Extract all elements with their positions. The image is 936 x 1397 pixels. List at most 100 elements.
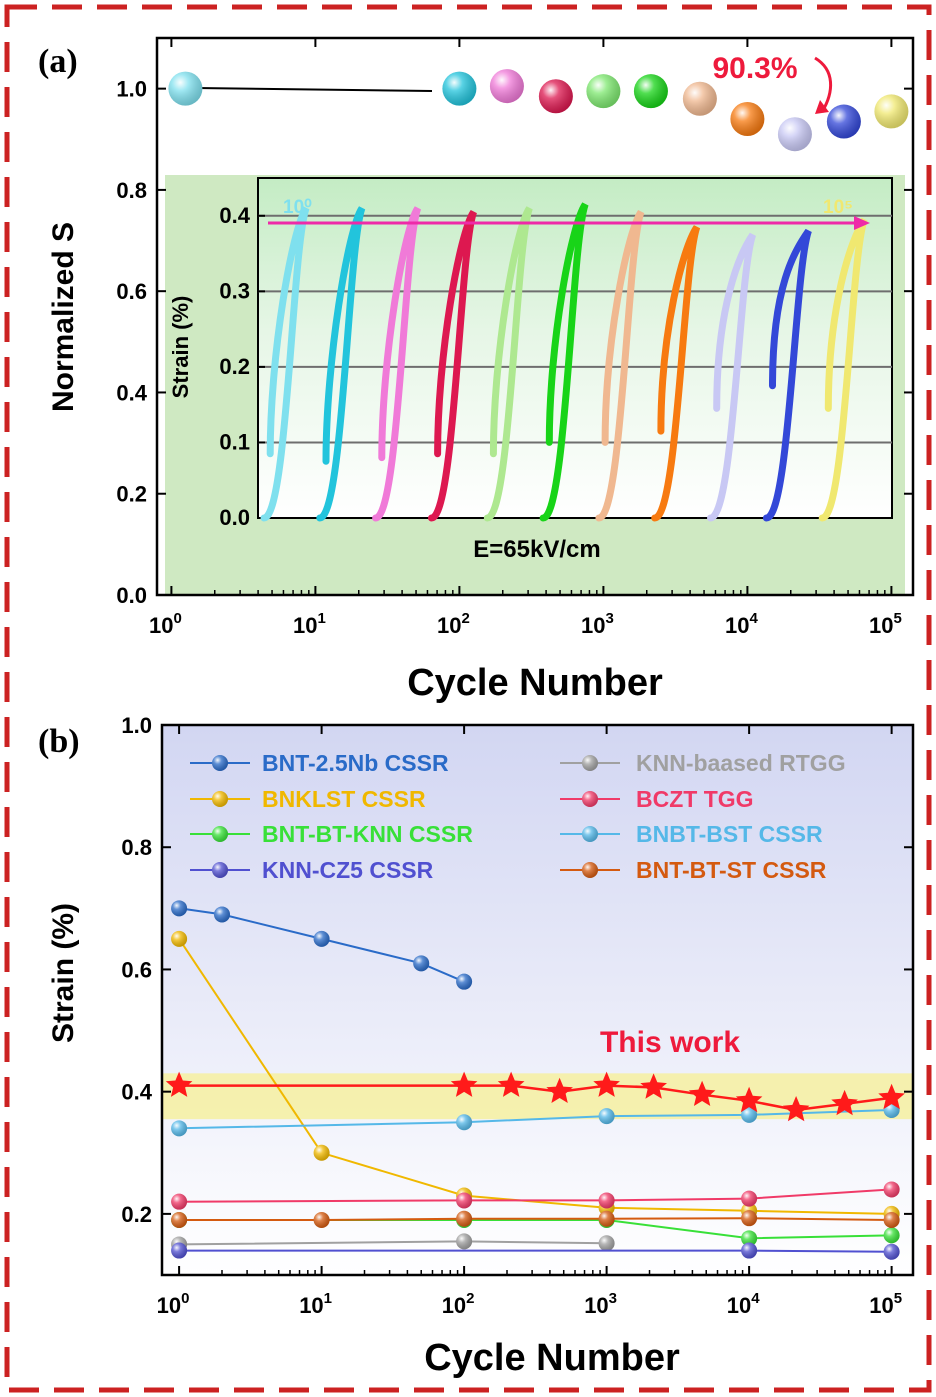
series-3-point-4 xyxy=(883,1181,900,1198)
panel-b-highlight-band xyxy=(162,1073,913,1120)
series-0-point-3-shine xyxy=(413,955,430,972)
series-1-point-2-shine xyxy=(598,1235,615,1252)
a-ytick-label-5: 1.0 xyxy=(116,77,147,102)
b-xtick-label-5: 105 xyxy=(869,1290,902,1318)
a-point-0 xyxy=(168,71,203,106)
b-xtick-label-0: 100 xyxy=(157,1290,190,1318)
series-4-point-3-shine xyxy=(741,1230,758,1247)
series-5-point-2-shine xyxy=(598,1108,615,1125)
panel-a-y-label: Normalized S xyxy=(47,222,80,412)
series-7-point-4 xyxy=(741,1210,758,1227)
a-point-7 xyxy=(730,102,765,137)
series-2-point-1 xyxy=(313,1144,330,1161)
legend-marker-5 xyxy=(582,826,598,842)
series-4-point-3 xyxy=(741,1230,758,1247)
series-6-point-0 xyxy=(171,1242,188,1259)
series-6-point-0-shine xyxy=(171,1242,188,1259)
inset-loop-9 xyxy=(762,228,812,522)
a-xtick-label-1: 101 xyxy=(293,610,326,638)
legend-marker-1-shine xyxy=(582,755,598,771)
series-3-point-0-shine xyxy=(171,1193,188,1210)
a-ytick-label-2: 0.4 xyxy=(116,380,147,405)
panel-b-plot-frame xyxy=(160,723,915,1277)
b-xtick-label-3: 103 xyxy=(584,1290,617,1318)
panel-a-points xyxy=(168,69,909,152)
series-7-point-0 xyxy=(171,1212,188,1228)
panel-a-x-label: Cycle Number xyxy=(407,662,663,704)
a-point-10-shine xyxy=(874,94,909,129)
a-point-6-shine xyxy=(682,81,717,116)
panel-b-background xyxy=(162,725,913,1275)
series-4-point-4-shine xyxy=(883,1227,900,1244)
inset-loop-0 xyxy=(260,206,310,522)
a-ytick-label-1: 0.2 xyxy=(116,482,147,507)
series-8-star-7 xyxy=(735,1086,763,1113)
a-point-2 xyxy=(489,69,524,104)
series-3-point-4-shine xyxy=(883,1181,900,1198)
series-0-point-0 xyxy=(171,900,188,917)
inset-ytick-label-4: 0.4 xyxy=(219,203,250,228)
a-point-3 xyxy=(538,79,573,114)
legend-marker-0-shine xyxy=(212,755,228,771)
series-5-point-1-shine xyxy=(456,1114,473,1131)
series-5-point-0-shine xyxy=(171,1120,188,1137)
panel-b-legend: BNT-2.5Nb CSSR KNN-baased RTGG BNKLST CSSR… xyxy=(190,750,846,883)
legend-marker-4-shine xyxy=(212,826,228,842)
a-point-5 xyxy=(633,74,668,109)
inset-loop-7 xyxy=(651,225,701,522)
series-2-point-1-shine xyxy=(313,1144,330,1161)
legend-marker-2-shine xyxy=(212,791,228,807)
series-3-point-2-shine xyxy=(598,1192,615,1209)
a-ytick-label-4: 0.8 xyxy=(116,178,147,203)
inset-loop-4 xyxy=(483,206,533,522)
legend-marker-6 xyxy=(212,862,228,878)
a-xtick-label-5: 105 xyxy=(869,610,902,638)
panel-b-y-axis: 0.2 0.4 0.6 0.8 1.0 xyxy=(121,713,913,1227)
series-3-point-0 xyxy=(171,1193,188,1210)
series-line-7 xyxy=(179,1217,892,1221)
series-5-point-2 xyxy=(598,1108,615,1125)
inset-loop-5 xyxy=(539,202,589,522)
series-4-point-4 xyxy=(883,1227,900,1244)
legend-marker-7-shine xyxy=(582,862,598,878)
legend-marker-3 xyxy=(582,791,598,807)
legend-label-6: KNN-CZ5 CSSR xyxy=(262,857,434,883)
series-6-point-2-shine xyxy=(883,1243,900,1260)
panel-b-series xyxy=(165,900,905,1260)
annotation-arrowhead xyxy=(815,100,829,114)
series-5-point-0 xyxy=(171,1120,188,1137)
series-0-point-4 xyxy=(456,973,473,990)
a-point-9 xyxy=(826,104,861,139)
series-3-point-2 xyxy=(598,1192,615,1209)
inset-arrow-end-label: 10⁵ xyxy=(823,197,853,218)
a-point-1-shine xyxy=(442,71,477,106)
series-7-point-1-shine xyxy=(313,1212,330,1228)
legend-marker-2 xyxy=(212,791,228,807)
b-xtick-label-1: 101 xyxy=(299,1290,332,1318)
series-7-point-4-shine xyxy=(741,1210,758,1227)
a-ytick-label-3: 0.6 xyxy=(116,279,147,304)
series-1-point-2 xyxy=(598,1235,615,1252)
inset-arrowhead xyxy=(854,216,870,230)
a-point-8 xyxy=(777,117,812,152)
panel-a: (a) 0.00.20.40.60.81.0 100 101 102 103 104 10… xyxy=(38,36,915,704)
series-0-point-1-shine xyxy=(213,906,230,923)
series-5-point-1 xyxy=(456,1114,473,1131)
series-7-point-3-shine xyxy=(598,1210,615,1227)
a-xtick-label-4: 104 xyxy=(725,610,758,638)
series-7-point-2-shine xyxy=(456,1210,473,1227)
series-7-point-3 xyxy=(598,1210,615,1227)
b-ytick-label-1: 0.4 xyxy=(121,1080,152,1105)
panel-b: (b) 0.2 0.4 0.6 0.8 1.0 100 101 102 103 104 105 S… xyxy=(38,713,915,1379)
series-0-point-0-shine xyxy=(171,900,188,917)
series-8-star-5 xyxy=(640,1073,667,1099)
series-0-point-2-shine xyxy=(313,930,330,947)
panel-b-x-axis: 100 101 102 103 104 105 xyxy=(157,725,902,1318)
inset-ytick-label-0: 0.0 xyxy=(219,505,250,530)
series-3-point-3-shine xyxy=(741,1190,758,1207)
inset-arrow-start-label: 10⁰ xyxy=(283,197,312,218)
a-point-4-shine xyxy=(586,74,621,109)
inset-x-label: E=65kV/cm xyxy=(473,536,600,563)
series-8-star-10 xyxy=(878,1083,905,1110)
